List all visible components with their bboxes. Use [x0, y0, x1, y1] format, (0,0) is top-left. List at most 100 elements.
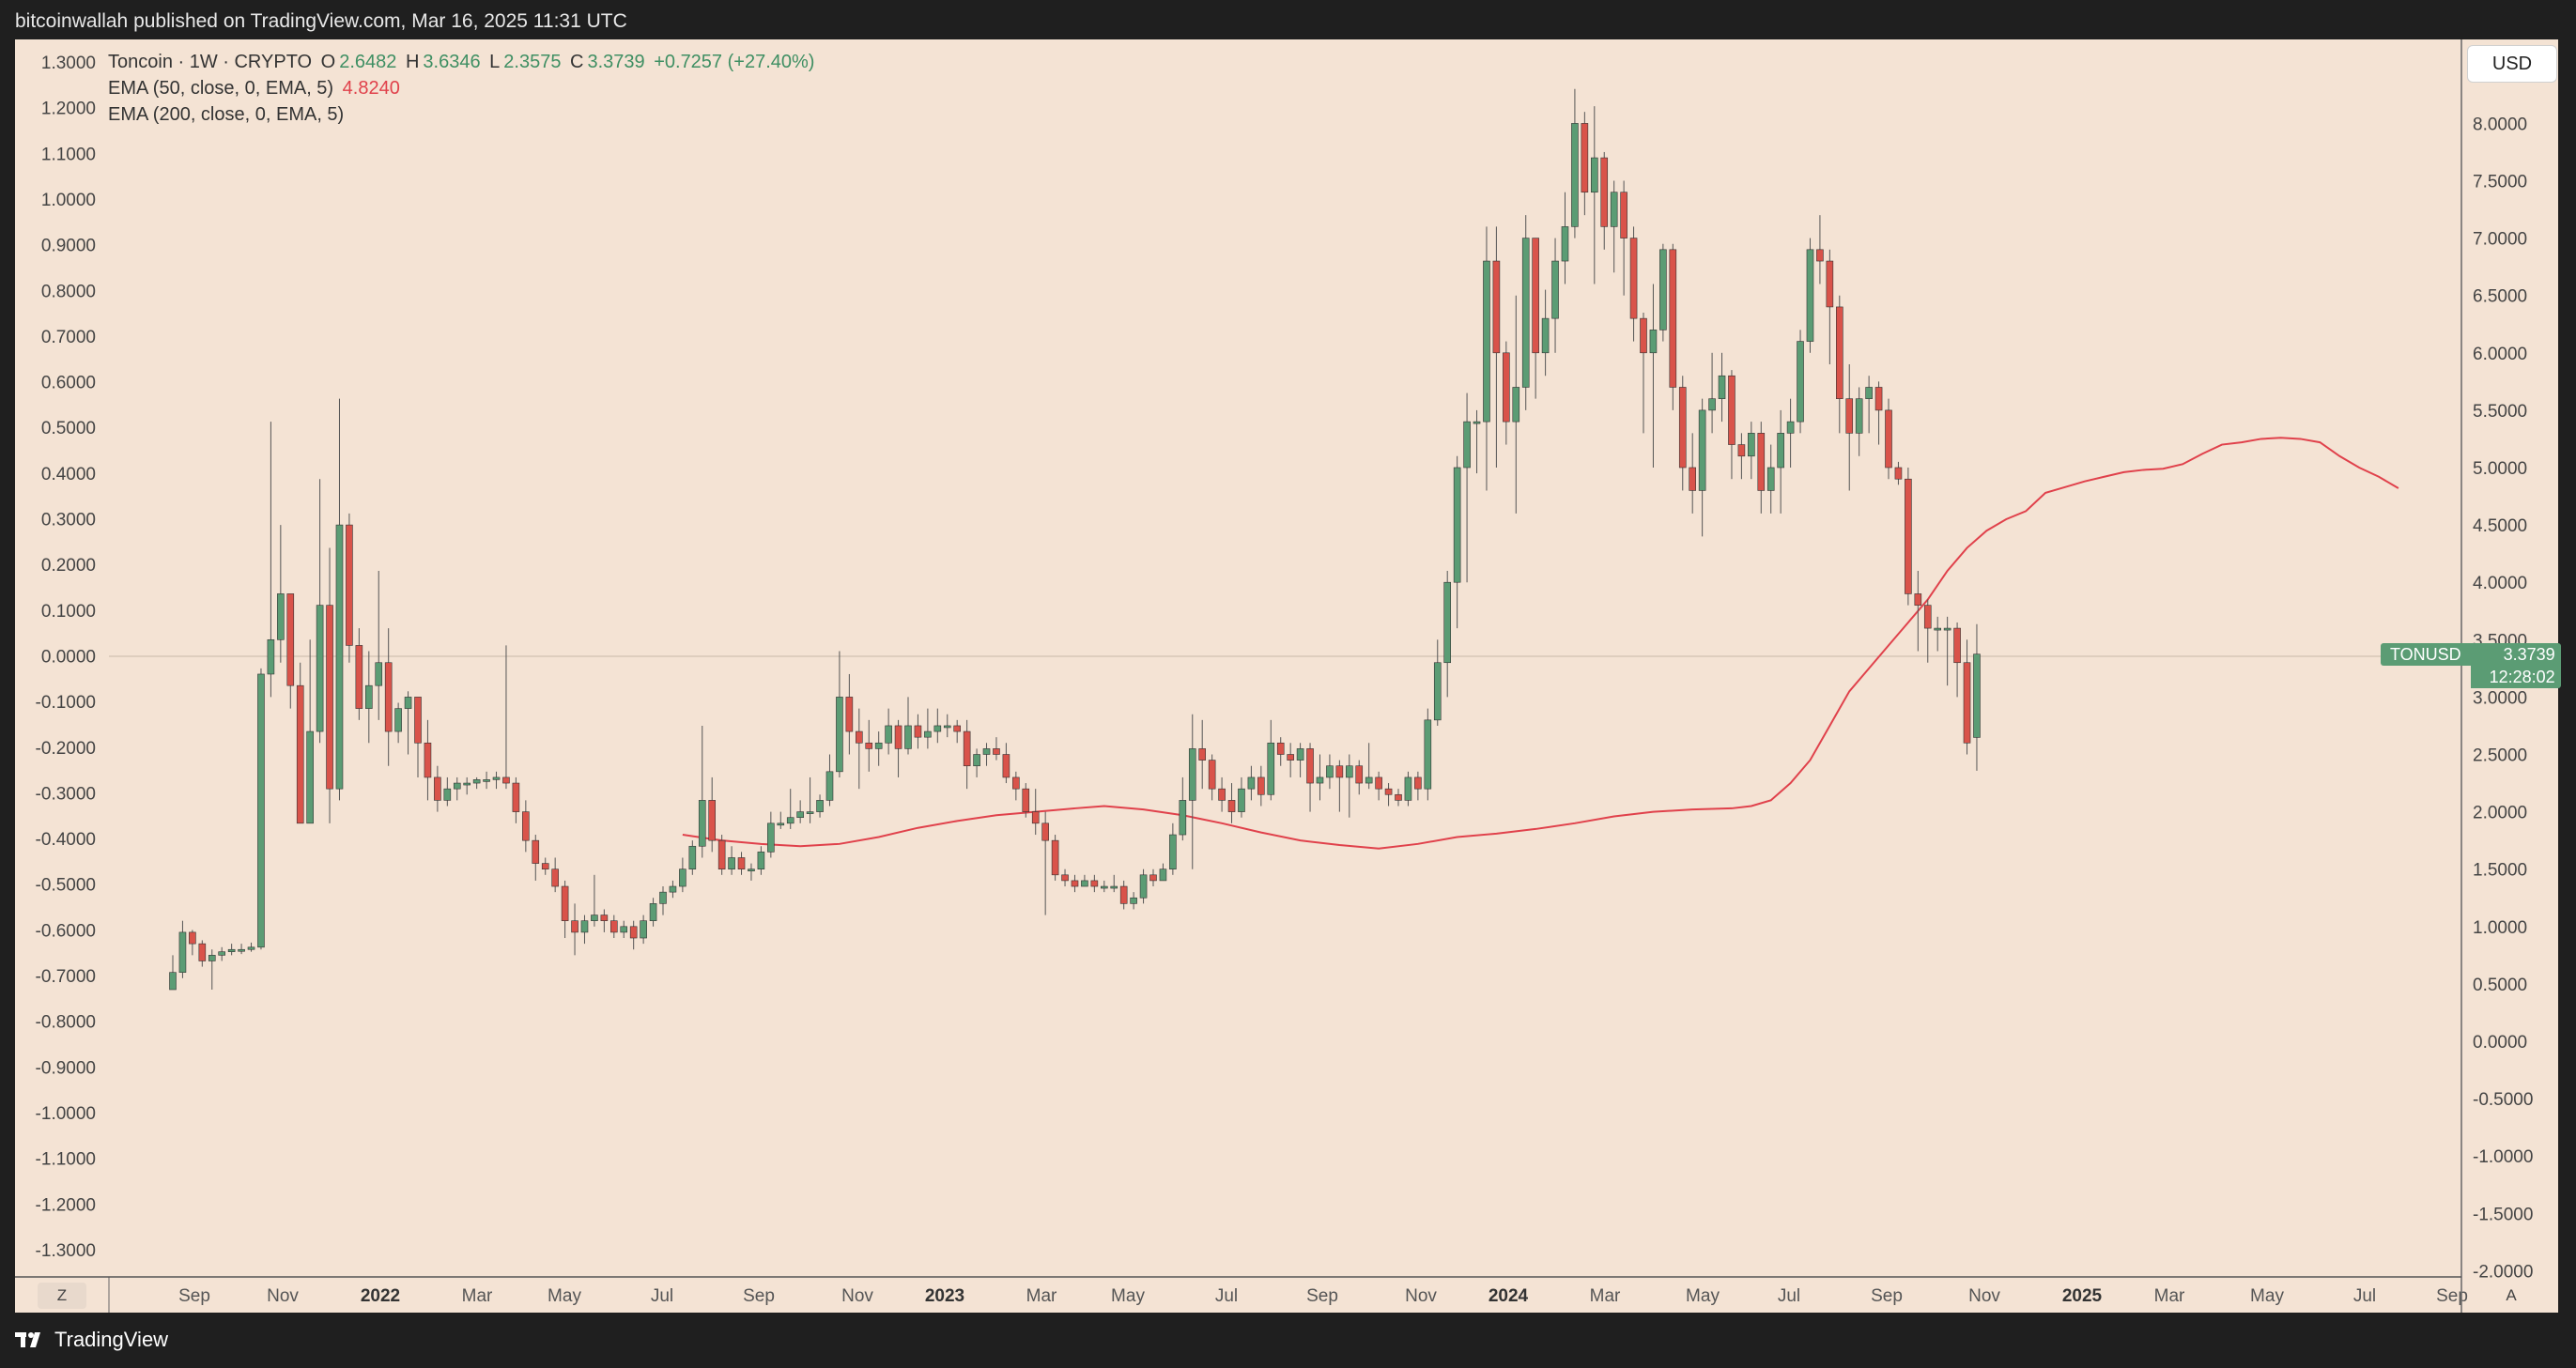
time-axis-tick-label: Jul [2353, 1286, 2376, 1306]
candle-body-down [502, 776, 510, 784]
right-axis-tick-label: 6.0000 [2473, 345, 2527, 364]
time-axis-tick-label: 2024 [1489, 1286, 1529, 1306]
candle-body-down [1689, 467, 1696, 491]
candle-body-up [698, 800, 706, 847]
candle-body-up [836, 697, 843, 773]
candle-body-up [816, 800, 824, 812]
candle-body-down [1335, 765, 1344, 778]
candle-body-down [708, 800, 717, 841]
ohlc-high: 3.6346 [423, 52, 481, 72]
candle-body-up [1521, 238, 1530, 388]
candle-body-down [1874, 387, 1883, 411]
candle-body-up [1238, 788, 1245, 812]
time-axis-tick-label: Sep [743, 1286, 775, 1306]
ohlc-low-label: L [489, 52, 501, 72]
candle-body-up [748, 868, 755, 872]
candle-body-down [522, 811, 530, 841]
candle-body-down [1149, 874, 1157, 882]
candle-body-up [580, 920, 589, 933]
candle-body-up [1591, 157, 1598, 193]
candle-body-down [1757, 433, 1766, 491]
ohlc-open-label: O [320, 52, 336, 72]
zoom-button[interactable]: Z [38, 1283, 86, 1309]
candle-body-down [1894, 467, 1903, 480]
candle-body-up [933, 725, 942, 732]
candle-body-up [1433, 662, 1442, 721]
candle-body-up [1179, 800, 1187, 836]
candle-body-down [532, 839, 540, 864]
candle-body-down [1276, 742, 1285, 755]
time-axis-tick-label: Jul [1778, 1286, 1800, 1306]
time-axis-tick-label: Mar [1590, 1286, 1621, 1306]
candle-body-up [1267, 742, 1275, 795]
candle-body-down [286, 593, 295, 686]
left-axis-tick-label: -0.1000 [36, 693, 96, 713]
candle-body-up [1934, 627, 1941, 631]
currency-button[interactable]: USD [2467, 45, 2557, 83]
candle-body-up [1365, 776, 1373, 784]
chart-canvas[interactable]: 1.3000 1.2000 1.1000 1.0000 0.9000 0.8000 0.70… [15, 39, 2558, 1313]
candle-body-down [855, 730, 863, 744]
candle-body-down [1826, 260, 1834, 308]
last-price: 3.3739 [2503, 645, 2555, 664]
candle-body-up [1541, 317, 1550, 354]
candle-body-down [1208, 760, 1216, 790]
candle-body-up [453, 782, 461, 790]
published-text: bitcoinwallah published on TradingView.c… [15, 10, 627, 32]
right-axis-tick-label: -0.5000 [2473, 1090, 2533, 1110]
left-axis-tick-label: -0.2000 [36, 739, 96, 759]
candle-body-up [825, 771, 834, 801]
candle-body-down [914, 725, 922, 738]
candle-body-up [463, 782, 471, 786]
candle-body-down [600, 915, 609, 921]
candle-body-down [1629, 238, 1638, 319]
candle-body-down [1218, 788, 1226, 801]
candle-body-up [1649, 330, 1658, 354]
candle-body-up [1973, 653, 1981, 738]
left-axis-tick-label: 0.2000 [41, 556, 96, 576]
left-axis-tick-label: -0.4000 [36, 830, 96, 850]
left-axis-tick-label: -1.1000 [36, 1150, 96, 1170]
candle-body-up [1081, 880, 1088, 887]
candle-body-down [541, 863, 549, 870]
candle-body-up [208, 955, 216, 961]
time-axis-tick-label: May [2250, 1286, 2284, 1306]
bar-countdown: 12:28:02 [2489, 668, 2555, 686]
candle-body-up [1316, 776, 1324, 784]
candle-body-up [1404, 776, 1412, 801]
time-axis-tick-label: Nov [1968, 1286, 2000, 1306]
right-axis-tick-label: 2.5000 [2473, 746, 2527, 766]
legend-row-ema200[interactable]: EMA (200, close, 0, EMA, 5) [108, 101, 818, 128]
candle-body-up [1346, 765, 1353, 778]
candle-body-up [1110, 885, 1118, 889]
tradingview-logo[interactable]: TradingView [15, 1328, 168, 1352]
candle-body-up [728, 857, 735, 869]
candle-body-up [620, 926, 628, 933]
candle-body-down [963, 730, 971, 767]
candle-body-down [551, 868, 559, 887]
candle-body-up [227, 948, 236, 952]
left-axis-tick-label: -0.7000 [36, 967, 96, 987]
auto-scale-button[interactable]: A [2506, 1286, 2517, 1304]
ohlc-close: 3.3739 [587, 52, 645, 72]
candle-body-down [1640, 317, 1647, 354]
candle-body-down [1600, 157, 1609, 227]
legend-row-ema50[interactable]: EMA (50, close, 0, EMA, 5) 4.8240 [108, 75, 818, 101]
candle-body-up [472, 779, 481, 784]
candle-body-up [924, 730, 932, 738]
candle-body-up [904, 725, 912, 749]
candle-body-down [1885, 409, 1892, 469]
candle-body-up [1718, 375, 1726, 399]
chart-panel[interactable]: 1.3000 1.2000 1.1000 1.0000 0.9000 0.8000 0.70… [15, 39, 2558, 1313]
right-axis-tick-label: -1.5000 [2473, 1205, 2533, 1224]
left-axis-tick-label: 0.5000 [41, 419, 96, 438]
candle-body-down [737, 857, 746, 869]
time-axis-tick-label: May [548, 1286, 581, 1306]
candle-body-up [1101, 885, 1108, 889]
time-axis-tick-label: Jul [651, 1286, 673, 1306]
left-axis-tick-label: 0.8000 [41, 282, 96, 301]
candle-body-up [404, 697, 412, 709]
candle-body-down [189, 931, 196, 945]
ohlc-close-label: C [570, 52, 584, 72]
